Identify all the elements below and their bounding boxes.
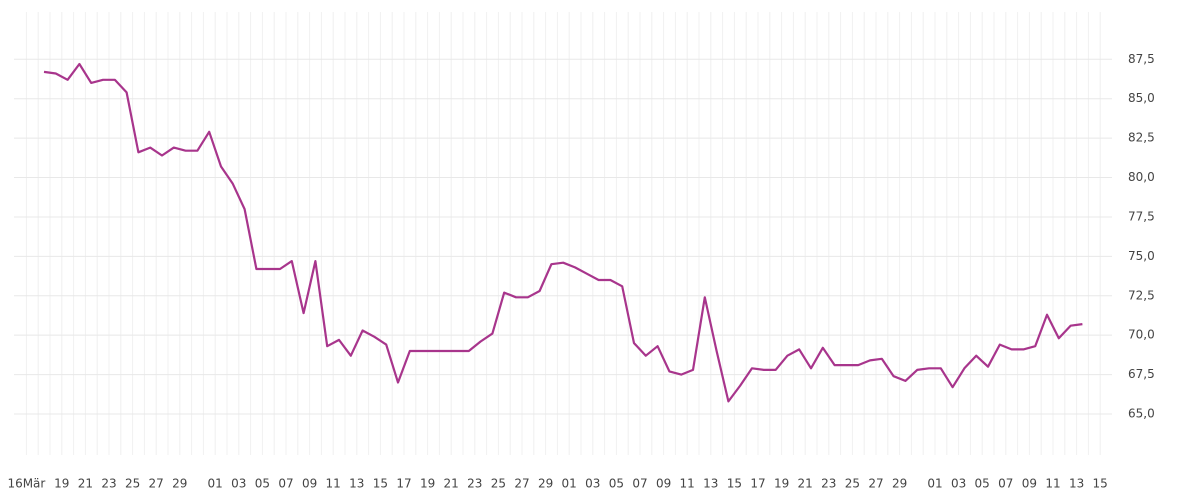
x-tick-label: 13	[1069, 477, 1084, 491]
x-tick-label: 29	[892, 477, 907, 491]
x-tick-label: 01	[208, 477, 223, 491]
y-tick-label: 70,0	[1128, 328, 1155, 342]
x-tick-label: 23	[101, 477, 116, 491]
x-tick-label: 15	[1093, 477, 1108, 491]
x-tick-label: 13	[349, 477, 364, 491]
y-tick-label: 87,5	[1128, 52, 1155, 66]
x-tick-label: 03	[585, 477, 600, 491]
x-tick-label: 03	[231, 477, 246, 491]
x-tick-label: 25	[491, 477, 506, 491]
y-tick-label: 67,5	[1128, 367, 1155, 381]
x-tick-label: 17	[750, 477, 765, 491]
x-tick-label: 07	[998, 477, 1013, 491]
x-tick-label: 09	[1022, 477, 1037, 491]
y-tick-label: 65,0	[1128, 407, 1155, 421]
x-tick-label: 19	[420, 477, 435, 491]
x-tick-label: 05	[255, 477, 270, 491]
x-tick-label: 27	[868, 477, 883, 491]
x-tick-label: 09	[302, 477, 317, 491]
y-tick-label: 80,0	[1128, 170, 1155, 184]
x-tick-label: 17	[396, 477, 411, 491]
line-series	[43, 62, 1083, 403]
x-tick-label: 27	[514, 477, 529, 491]
x-tick-label: 27	[149, 477, 164, 491]
x-tick-label: 01	[562, 477, 577, 491]
x-tick-label: 11	[326, 477, 341, 491]
x-tick-label: 21	[78, 477, 93, 491]
x-tick-label: 07	[278, 477, 293, 491]
x-tick-label: 16Mär	[7, 477, 45, 491]
x-tick-label: 01	[927, 477, 942, 491]
x-tick-label: 07	[632, 477, 647, 491]
x-tick-label: 23	[467, 477, 482, 491]
x-tick-label: 11	[680, 477, 695, 491]
x-tick-label: 11	[1045, 477, 1060, 491]
y-tick-label: 72,5	[1128, 288, 1155, 302]
x-tick-label: 25	[845, 477, 860, 491]
x-tick-label: 29	[172, 477, 187, 491]
x-tick-label: 05	[975, 477, 990, 491]
x-tick-label: 15	[373, 477, 388, 491]
x-tick-label: 15	[727, 477, 742, 491]
x-tick-label: 21	[444, 477, 459, 491]
y-tick-label: 77,5	[1128, 209, 1155, 223]
x-tick-label: 29	[538, 477, 553, 491]
x-tick-label: 05	[609, 477, 624, 491]
y-tick-label: 82,5	[1128, 131, 1155, 145]
x-tick-label: 21	[798, 477, 813, 491]
y-tick-label: 85,0	[1128, 91, 1155, 105]
x-tick-label: 09	[656, 477, 671, 491]
x-tick-label: 19	[774, 477, 789, 491]
x-tick-label: 23	[821, 477, 836, 491]
x-tick-label: 03	[951, 477, 966, 491]
x-tick-label: 25	[125, 477, 140, 491]
y-tick-label: 75,0	[1128, 249, 1155, 263]
x-tick-label: 13	[703, 477, 718, 491]
x-tick-label: 19	[54, 477, 69, 491]
